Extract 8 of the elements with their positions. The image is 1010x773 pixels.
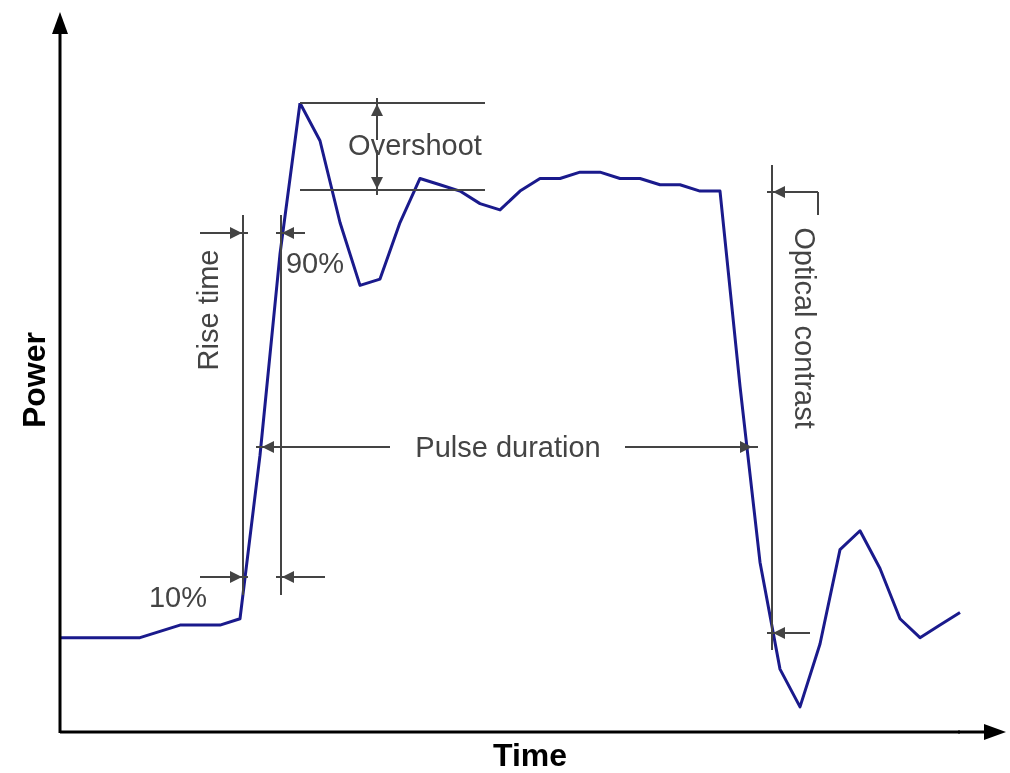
- x-axis-title: Time: [492, 737, 568, 773]
- annotation: Overshoot: [348, 129, 482, 161]
- annotation: Pulse duration: [415, 431, 601, 463]
- annotation: 10%: [148, 581, 208, 613]
- y-axis-title: Power: [16, 331, 52, 429]
- annotation: 90%: [285, 247, 345, 279]
- annotation: Optical contrast: [789, 227, 821, 429]
- annotation: Rise time: [192, 249, 224, 371]
